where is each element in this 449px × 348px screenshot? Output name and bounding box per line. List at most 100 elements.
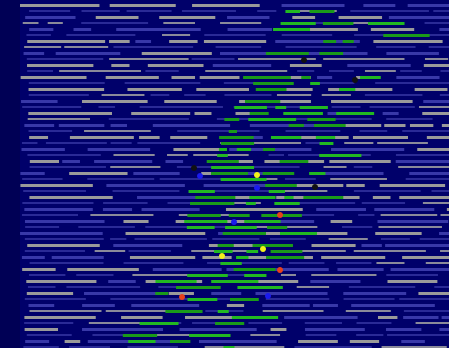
streak (76, 274, 113, 276)
dot (312, 184, 318, 190)
streak (399, 196, 449, 199)
streak (82, 100, 148, 103)
streak (230, 298, 259, 301)
streak (423, 100, 449, 103)
streak (282, 34, 332, 36)
streak (131, 112, 190, 115)
streak (330, 178, 387, 180)
streak (244, 220, 280, 223)
streak (23, 190, 86, 192)
streak (271, 328, 287, 331)
streak (25, 226, 59, 228)
streak (25, 328, 58, 331)
streak (368, 22, 405, 25)
streak (59, 70, 141, 72)
streak (159, 16, 215, 19)
streak (399, 298, 449, 300)
streak (246, 202, 256, 205)
left-border (0, 0, 20, 348)
streak (221, 142, 254, 145)
streak (344, 298, 395, 300)
streak (153, 124, 230, 127)
streak (226, 208, 303, 211)
streak (396, 160, 449, 163)
streak (316, 208, 366, 211)
streak (207, 262, 282, 264)
streak (285, 10, 300, 13)
streak (383, 34, 429, 37)
streak (92, 334, 128, 336)
streak (27, 64, 93, 67)
streak (347, 64, 410, 67)
streak (386, 274, 438, 276)
dot (197, 173, 203, 179)
streak (131, 304, 199, 307)
streak (142, 208, 200, 211)
streak (164, 100, 216, 103)
dot (352, 77, 358, 83)
streak (269, 154, 284, 156)
streak (66, 34, 135, 36)
streak (267, 226, 287, 229)
streak (28, 286, 56, 288)
streak (69, 172, 127, 175)
streak (229, 214, 250, 217)
streak (110, 166, 160, 168)
streak (350, 340, 379, 343)
streak (52, 256, 104, 259)
streak (277, 94, 311, 96)
streak (418, 292, 449, 295)
streak (96, 16, 139, 19)
streak (250, 124, 324, 127)
streak (289, 262, 325, 264)
streak (165, 160, 183, 163)
streak (416, 322, 449, 324)
streak (346, 184, 364, 187)
streak (22, 178, 62, 180)
streak (375, 82, 449, 84)
streak (280, 160, 309, 163)
streak (227, 304, 244, 307)
streak (200, 76, 240, 79)
streak (62, 160, 80, 163)
streak (27, 334, 72, 336)
streak (331, 220, 353, 223)
streak (363, 4, 395, 7)
dot (231, 219, 237, 225)
streak (415, 88, 448, 91)
streak (223, 232, 266, 235)
streak (27, 154, 100, 156)
streak (187, 214, 220, 217)
streak (218, 310, 229, 313)
streak (271, 250, 303, 253)
streak (316, 136, 335, 139)
streak (404, 310, 449, 312)
streak (111, 64, 129, 67)
streak (275, 106, 286, 109)
streak (391, 268, 449, 271)
streak (29, 304, 55, 307)
streak (25, 16, 75, 19)
streak (336, 112, 374, 115)
streak (236, 256, 248, 259)
streak (139, 136, 160, 139)
streak (439, 28, 449, 31)
streak (135, 40, 151, 43)
streak (28, 112, 112, 115)
streak (310, 10, 335, 13)
streak (121, 316, 163, 319)
streak (351, 304, 435, 307)
streak (25, 298, 86, 300)
streak (202, 256, 231, 259)
streak (212, 238, 259, 240)
streak (376, 46, 415, 48)
streak (386, 328, 421, 331)
streak (142, 52, 212, 55)
streak (64, 46, 108, 48)
dot (260, 246, 266, 252)
streak (187, 298, 217, 301)
streak (24, 322, 73, 324)
streak (173, 148, 226, 151)
streak (310, 82, 320, 85)
streak (25, 220, 105, 223)
